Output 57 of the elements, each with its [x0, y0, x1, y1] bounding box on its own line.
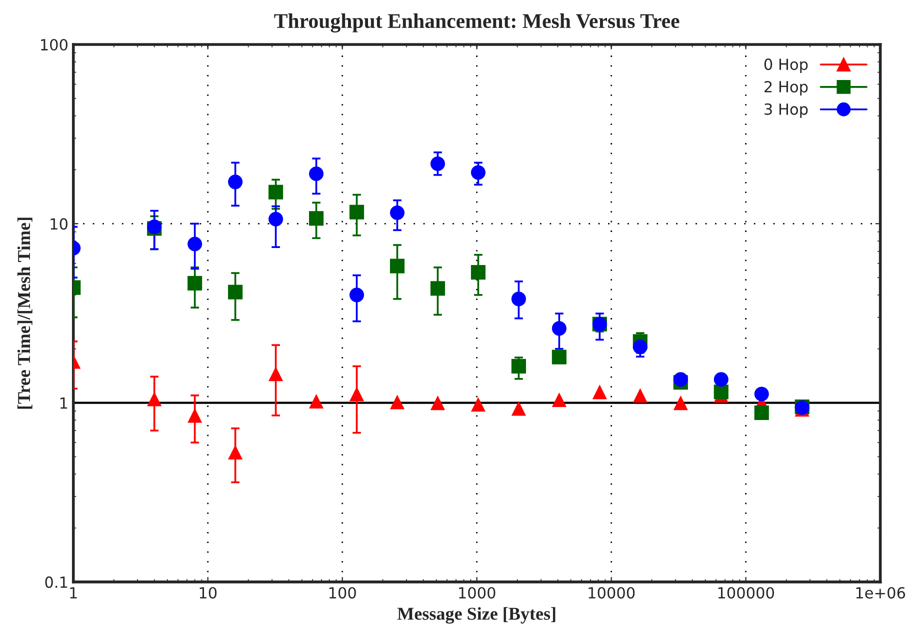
x-axis-title: Message Size [Bytes] — [397, 607, 556, 624]
point — [308, 211, 324, 226]
point — [552, 350, 566, 364]
point — [511, 292, 526, 306]
point — [228, 284, 243, 300]
point — [470, 397, 486, 412]
x-tick-label: 100000 — [718, 587, 774, 599]
x-tick-label: 10 — [200, 587, 217, 599]
chart-title: Throughput Enhancement: Mesh Versus Tree — [274, 13, 680, 32]
x-tick-label: 1e+06 — [856, 587, 906, 599]
point — [714, 384, 728, 400]
point — [511, 358, 526, 374]
point — [268, 212, 284, 226]
point — [511, 401, 526, 416]
point — [470, 265, 486, 280]
point — [552, 392, 566, 408]
point — [430, 281, 446, 296]
point — [349, 204, 364, 220]
point — [673, 396, 688, 410]
point — [308, 166, 324, 182]
point — [430, 156, 446, 172]
y-tick-label: 0.1 — [45, 576, 68, 588]
point — [228, 174, 243, 190]
point — [390, 206, 405, 220]
point — [188, 408, 202, 423]
point — [390, 258, 405, 274]
point — [632, 340, 648, 354]
point — [714, 372, 728, 387]
point — [308, 394, 324, 409]
y-tick-label: 100 — [41, 38, 68, 51]
point — [268, 184, 284, 200]
x-tick-label: 100 — [329, 587, 356, 599]
x-tick-label: 1 — [70, 587, 77, 598]
x-tick-label: 1000 — [459, 587, 496, 599]
y-axis-title: [Tree Time]/[Mesh Time] — [17, 218, 32, 409]
y-tick-label: 1 — [60, 397, 68, 409]
point — [268, 366, 284, 382]
legend-label: 3 Hop — [764, 103, 808, 118]
point — [390, 394, 405, 410]
point — [673, 372, 688, 387]
legend-label: 0 Hop — [764, 58, 808, 74]
point — [430, 396, 446, 410]
point — [754, 405, 769, 420]
point — [754, 386, 769, 402]
point — [349, 386, 364, 402]
point — [592, 384, 607, 400]
point — [552, 321, 566, 336]
point — [188, 236, 202, 252]
point — [632, 388, 648, 403]
point — [147, 392, 162, 406]
point — [188, 276, 202, 291]
legend-label: 2 Hop — [764, 80, 808, 96]
y-tick-label: 10 — [50, 218, 68, 230]
point — [470, 165, 486, 180]
point — [228, 444, 243, 460]
point — [349, 288, 364, 302]
x-tick-label: 10000 — [588, 587, 635, 599]
